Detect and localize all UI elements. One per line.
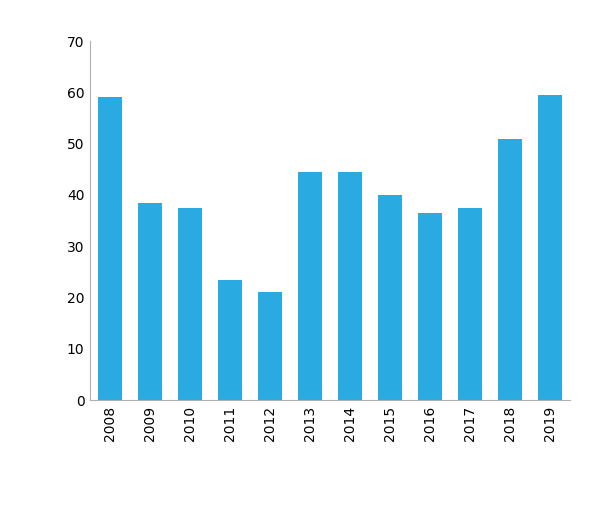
Bar	[138, 203, 162, 400]
Bar	[338, 172, 362, 400]
Bar	[178, 208, 202, 400]
Bar	[498, 139, 522, 400]
Bar	[218, 280, 242, 400]
Bar	[298, 172, 322, 400]
Bar	[418, 213, 442, 400]
Bar	[378, 195, 402, 400]
Bar	[458, 208, 482, 400]
Bar	[258, 292, 282, 400]
Bar	[538, 95, 562, 400]
Bar	[98, 97, 122, 400]
